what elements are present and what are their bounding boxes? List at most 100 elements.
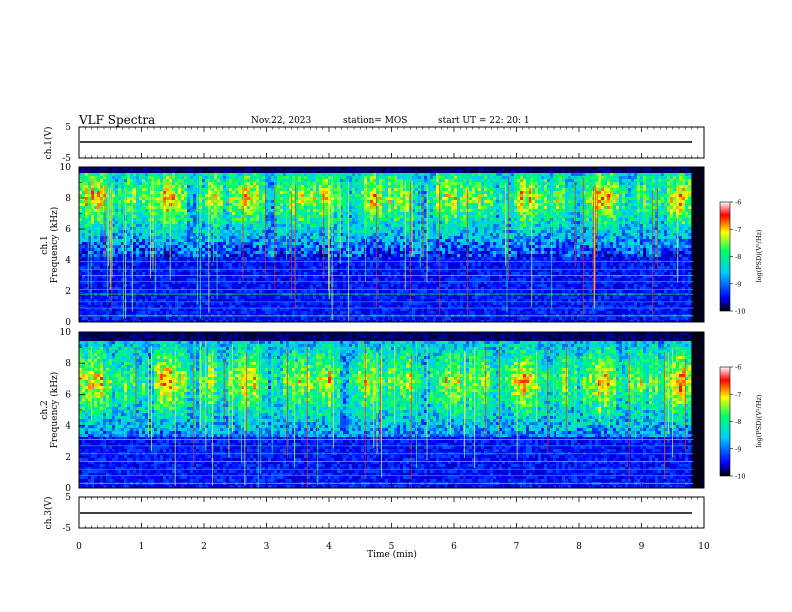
spectrogram-cell [349,305,353,309]
spectrogram-cell [319,218,323,222]
spectrogram-cell [133,299,137,303]
spectrogram-cell [346,266,350,270]
spectrogram-cell [190,269,194,273]
spectrogram-cell [178,218,182,222]
spectrogram-cell [307,212,311,216]
spectrogram-cell [358,269,362,273]
spectrogram-cell [349,302,353,306]
spectrogram-cell [148,269,152,273]
spectrogram-cell [229,203,233,207]
spectrogram-cell [307,257,311,261]
spectrogram-cell [292,230,296,234]
spectrogram-cell [163,269,167,273]
spectrogram-cell [355,170,359,174]
spectrogram-cell [172,263,176,267]
spectrogram-cell [214,278,218,282]
spectrogram-cell [277,224,281,228]
spectrogram-cell [97,254,101,258]
spectrogram-cell [361,182,365,186]
spectrogram-cell [208,272,212,276]
spectrogram-cell [349,182,353,186]
spectrogram-cell [223,308,227,312]
spectrogram-cell [208,206,212,210]
spectrogram-cell [253,197,257,201]
spectrogram-cell [259,173,263,177]
spectrogram-cell [265,218,269,222]
spectrogram-cell [247,239,251,243]
spectrogram-cell [115,254,119,258]
spectrogram-cell [175,218,179,222]
spectrogram-cell [319,170,323,174]
spectrogram-cell [175,308,179,312]
spectrogram-cell [349,197,353,201]
spectrogram-cell [280,311,284,315]
spectrogram-cell [295,254,299,258]
spectrogram-cell [247,257,251,261]
spectrogram-cell [271,248,275,252]
spectrogram-cell [172,293,176,297]
spectrogram-cell [244,197,248,201]
spectrogram-cell [217,212,221,216]
spectrogram-cell [232,200,236,204]
spectrogram-cell [247,185,251,189]
spectrogram-cell [232,284,236,288]
spectrogram-cell [187,275,191,279]
spectrogram-cell [352,299,356,303]
spectrogram-cell [217,290,221,294]
spectrogram-cell [358,167,362,171]
spectrogram-cell [97,242,101,246]
spectrogram-cell [331,290,335,294]
spectrogram-cell [118,287,122,291]
spectrogram-cell [181,215,185,219]
spectrogram-cell [181,191,185,195]
spectrogram-cell [112,257,116,261]
spectrogram-cell [295,245,299,249]
spectrogram-cell [160,302,164,306]
spectrogram-cell [310,245,314,249]
spectrogram-cell [142,239,146,243]
spectrogram-cell [112,185,116,189]
spectrogram-cell [355,257,359,261]
spectrogram-cell [256,320,260,322]
spectrogram-cell [223,266,227,270]
spectrogram-cell [232,254,236,258]
spectrogram-cell [325,221,329,225]
spectrogram-cell [256,263,260,267]
spectrogram-cell [166,215,170,219]
spectrogram-cell [346,218,350,222]
spectrogram-cell [226,281,230,285]
spectrogram-cell [133,254,137,258]
spectrogram-cell [238,272,242,276]
spectrogram-cell [169,230,173,234]
spectrogram-cell [346,317,350,321]
spectrogram-cell [301,302,305,306]
spectrogram-cell [175,242,179,246]
spectrogram-cell [208,197,212,201]
spectrogram-cell [286,311,290,315]
spectrogram-cell [331,194,335,198]
spectrogram-cell [277,191,281,195]
spectrogram-cell [100,287,104,291]
spectrogram-cell [304,224,308,228]
spectrogram-cell [241,290,245,294]
spectrogram-cell [190,209,194,213]
spectrogram-cell [127,317,131,321]
spectrogram-cell [142,272,146,276]
spectrogram-cell [88,284,92,288]
spectrogram-cell [202,197,206,201]
spectrogram-cell [94,221,98,225]
spectrogram-cell [355,305,359,309]
spectrogram-cell [265,284,269,288]
spectrogram-cell [220,197,224,201]
spectrogram-cell [340,221,344,225]
spectrogram-cell [97,272,101,276]
spectrogram-cell [310,278,314,282]
spectrogram-cell [184,221,188,225]
spectrogram-cell [133,245,137,249]
spectrogram-cell [127,224,131,228]
spectrogram-cell [325,317,329,321]
spectrogram-cell [241,284,245,288]
spectrogram-cell [178,320,182,322]
spectrogram-cell [307,227,311,231]
spectrogram-cell [124,170,128,174]
